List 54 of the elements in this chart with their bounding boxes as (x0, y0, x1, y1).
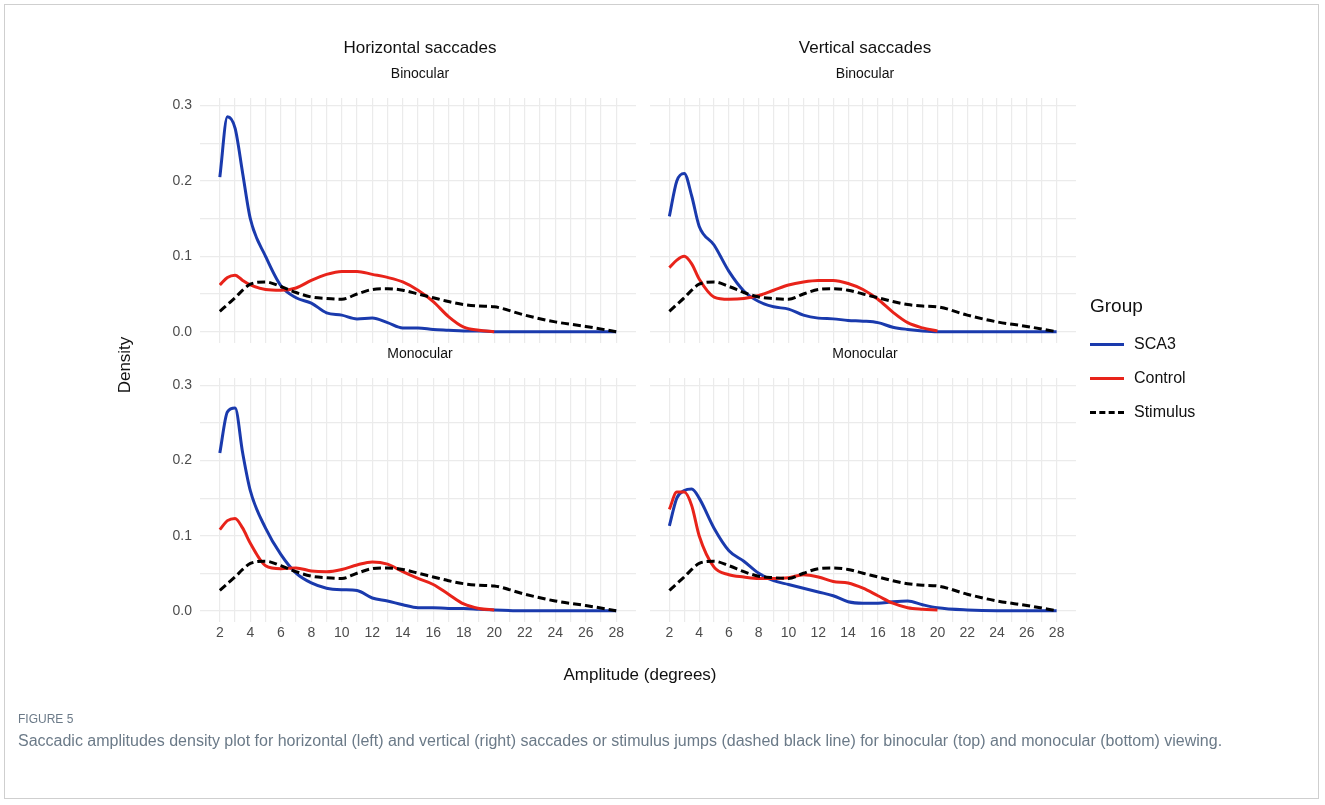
x-tick-label: 16 (870, 624, 886, 641)
x-tick-label: 18 (455, 624, 472, 641)
x-tick-label: 18 (899, 624, 916, 641)
y-axis-title: Density (115, 335, 135, 396)
y-tick-label: 0.1 (172, 526, 193, 543)
y-tick-label: 0.0 (172, 322, 193, 339)
text: Saccadic amplitudes density plot for horizontal (left) and vertical (right) saccades or stimulus jumps (dashed black line) for binocular (top) and monocular (bottom) viewing. (18, 731, 1224, 751)
x-tick-label: 28 (1048, 624, 1065, 641)
x-tick-label: 16 (425, 624, 442, 641)
x-tick-label: 22 (516, 624, 533, 641)
y-tick-label: 0.0 (172, 601, 193, 618)
legend-label: Stimulus (1134, 403, 1196, 421)
x-tick-label: 4 (246, 624, 255, 641)
x-tick-label: 4 (695, 624, 704, 641)
x-tick-label: 6 (276, 624, 285, 641)
chart-subtitle: Binocular (834, 65, 896, 81)
x-tick-label: 2 (215, 624, 224, 641)
y-tick-label: 0.3 (172, 376, 193, 393)
x-tick-label: 28 (608, 624, 625, 641)
y-tick-label: 0.2 (172, 451, 193, 468)
x-axis-title: Amplitude (degrees) (562, 665, 718, 685)
x-tick-label: 6 (725, 624, 734, 641)
x-tick-label: 14 (840, 624, 857, 641)
line-series (218, 559, 618, 613)
x-tick-label: 26 (1019, 624, 1035, 641)
x-tick-label: 10 (780, 624, 797, 641)
x-tick-label: 24 (989, 624, 1006, 641)
y-tick-label: 0.2 (172, 171, 193, 188)
x-tick-label: 8 (754, 624, 763, 641)
x-tick-label: 14 (394, 624, 411, 641)
x-tick-label: 26 (577, 624, 594, 641)
line-series (218, 516, 496, 612)
chart-subtitle: Monocular (386, 345, 454, 361)
x-tick-label: 20 (929, 624, 946, 641)
x-tick-label: 2 (665, 624, 674, 641)
legend-label: SCA3 (1134, 335, 1176, 353)
chart-title: Horizontal saccades (342, 38, 498, 58)
chart-subtitle: Monocular (831, 345, 899, 361)
legend-label: Control (1134, 369, 1186, 387)
y-tick-label: 0.3 (172, 96, 193, 113)
x-tick-label: 8 (307, 624, 316, 641)
line-series (218, 269, 496, 334)
x-tick-label: 20 (486, 624, 503, 641)
chart-subtitle: Binocular (389, 65, 451, 81)
chart-title: Vertical saccades (797, 38, 933, 58)
y-tick-label: 0.1 (172, 247, 193, 264)
line-series (218, 280, 618, 334)
x-tick-label: 22 (959, 624, 976, 641)
caption: FIGURE 5 (18, 711, 75, 728)
x-tick-label: 24 (547, 624, 564, 641)
legend-title: Group (1090, 295, 1144, 317)
x-tick-label: 10 (333, 624, 350, 641)
x-tick-label: 12 (810, 624, 827, 641)
x-tick-label: 12 (364, 624, 381, 641)
